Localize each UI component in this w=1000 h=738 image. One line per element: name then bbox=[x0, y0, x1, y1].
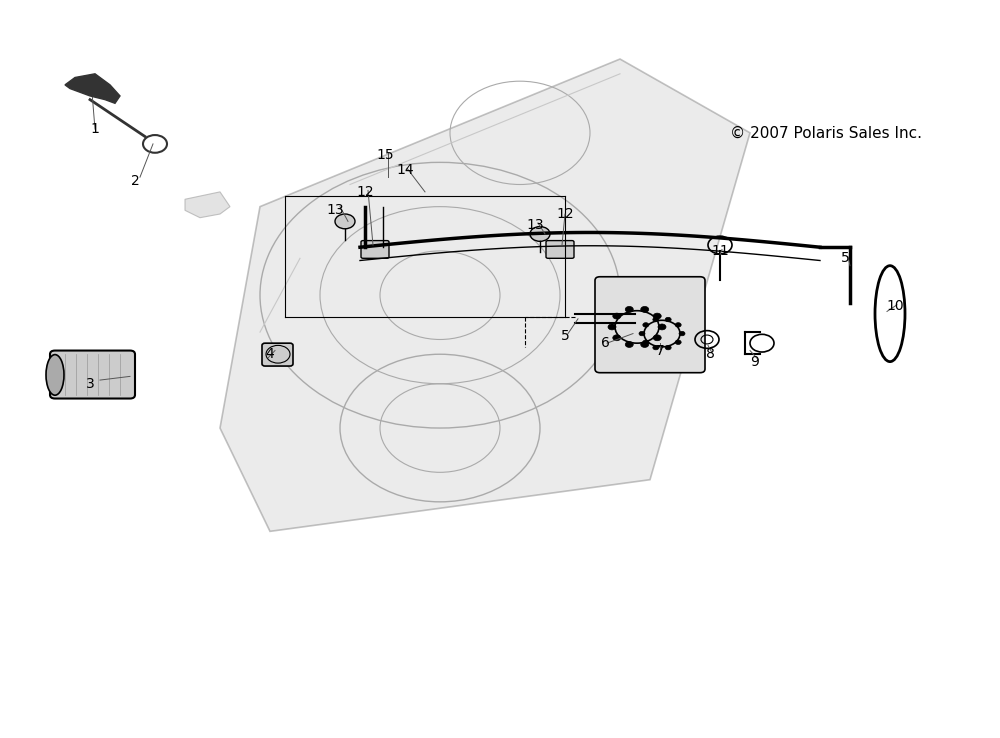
Circle shape bbox=[625, 342, 633, 348]
Circle shape bbox=[658, 324, 666, 330]
Circle shape bbox=[530, 227, 550, 241]
Circle shape bbox=[643, 323, 649, 327]
Circle shape bbox=[335, 214, 355, 229]
Circle shape bbox=[675, 340, 681, 345]
Text: 9: 9 bbox=[751, 355, 759, 368]
Text: 4: 4 bbox=[266, 348, 274, 361]
Circle shape bbox=[653, 335, 661, 341]
Polygon shape bbox=[185, 192, 230, 218]
Circle shape bbox=[675, 323, 681, 327]
Text: © 2007 Polaris Sales Inc.: © 2007 Polaris Sales Inc. bbox=[730, 125, 922, 140]
Text: 13: 13 bbox=[526, 218, 544, 232]
Text: 3: 3 bbox=[86, 377, 94, 390]
Circle shape bbox=[653, 313, 661, 319]
Text: 12: 12 bbox=[356, 185, 374, 199]
Circle shape bbox=[639, 331, 645, 336]
Text: 14: 14 bbox=[396, 163, 414, 176]
Circle shape bbox=[613, 313, 621, 319]
FancyBboxPatch shape bbox=[50, 351, 135, 399]
FancyBboxPatch shape bbox=[546, 241, 574, 258]
Circle shape bbox=[679, 331, 685, 336]
Text: 5: 5 bbox=[841, 252, 849, 265]
Circle shape bbox=[625, 306, 633, 312]
Text: 2: 2 bbox=[131, 174, 139, 187]
Circle shape bbox=[641, 342, 649, 348]
Text: 15: 15 bbox=[376, 148, 394, 162]
FancyBboxPatch shape bbox=[595, 277, 705, 373]
Circle shape bbox=[641, 306, 649, 312]
Text: 1: 1 bbox=[91, 123, 99, 136]
Text: 7: 7 bbox=[656, 344, 664, 357]
Circle shape bbox=[643, 340, 649, 345]
Circle shape bbox=[608, 324, 616, 330]
FancyBboxPatch shape bbox=[361, 241, 389, 258]
Text: 8: 8 bbox=[706, 348, 714, 361]
Circle shape bbox=[653, 317, 659, 322]
Circle shape bbox=[613, 335, 621, 341]
Text: 5: 5 bbox=[561, 329, 569, 342]
Text: 10: 10 bbox=[886, 300, 904, 313]
Circle shape bbox=[653, 345, 659, 350]
Ellipse shape bbox=[46, 355, 64, 396]
Text: 12: 12 bbox=[556, 207, 574, 221]
Text: 6: 6 bbox=[601, 337, 609, 350]
Circle shape bbox=[665, 345, 671, 350]
Polygon shape bbox=[65, 74, 120, 103]
FancyBboxPatch shape bbox=[262, 343, 293, 366]
Text: 11: 11 bbox=[711, 244, 729, 258]
Circle shape bbox=[665, 317, 671, 322]
Text: 13: 13 bbox=[326, 204, 344, 217]
Polygon shape bbox=[220, 59, 750, 531]
